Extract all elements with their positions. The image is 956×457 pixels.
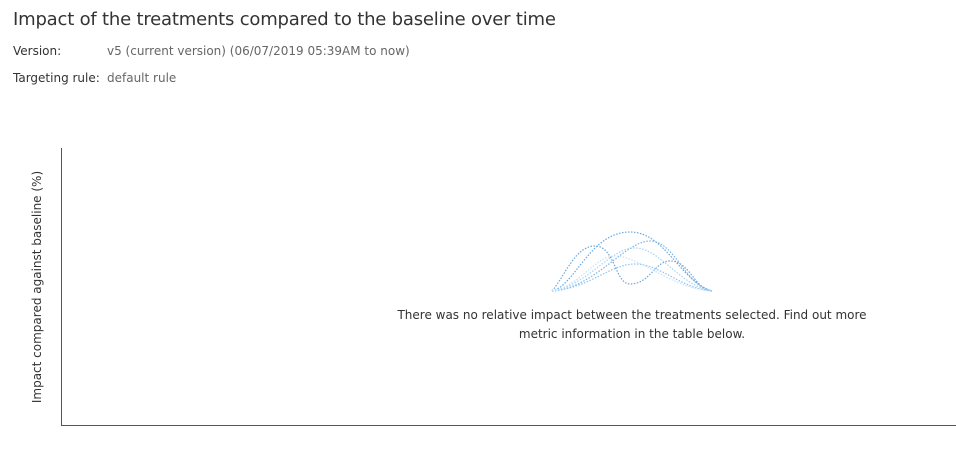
targeting-value: default rule [107, 71, 177, 85]
version-label: Version: [13, 44, 62, 58]
targeting-row: Targeting rule: default rule [13, 71, 176, 85]
empty-state-message: There was no relative impact between the… [397, 308, 867, 341]
wave-curves-illustration-icon [551, 231, 713, 292]
page-title: Impact of the treatments compared to the… [13, 9, 556, 30]
version-value: v5 (current version) (06/07/2019 05:39AM… [107, 44, 410, 58]
y-axis-label: Impact compared against baseline (%) [30, 170, 44, 404]
x-axis [61, 425, 956, 426]
targeting-label: Targeting rule: [13, 71, 100, 85]
version-row: Version: v5 (current version) (06/07/2019… [13, 44, 410, 58]
y-axis [61, 148, 62, 426]
